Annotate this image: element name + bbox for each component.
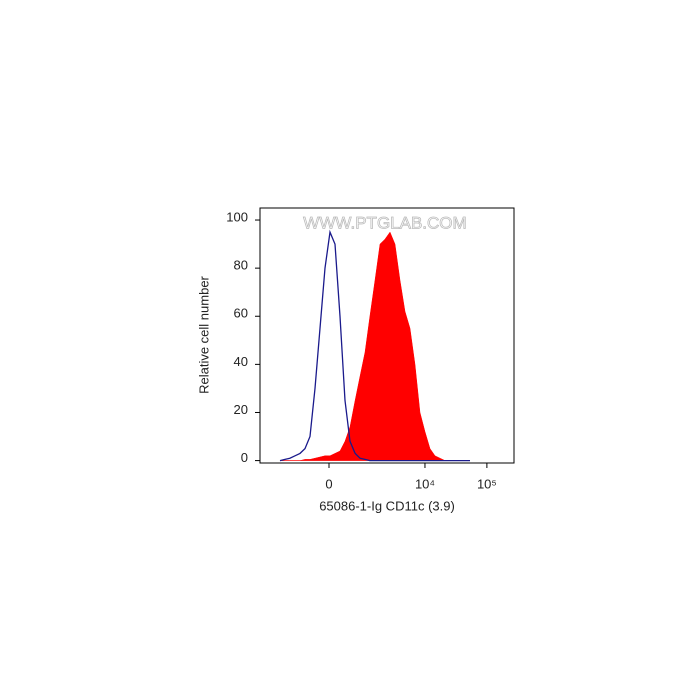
area bbox=[280, 231, 470, 461]
y-tick-label: 80 bbox=[234, 258, 248, 273]
line bbox=[279, 229, 470, 462]
x-tick-label: 10⁵ bbox=[477, 476, 497, 491]
x-axis-label: 65086-1-Ig CD11c (3.9) bbox=[319, 498, 455, 513]
y-tick-label: 20 bbox=[234, 402, 248, 417]
y-tick-label: 100 bbox=[226, 209, 248, 224]
y-axis-label: Relative cell number bbox=[196, 275, 211, 393]
x-tick-label: 0 bbox=[325, 476, 332, 491]
y-tick-label: 60 bbox=[234, 306, 248, 321]
y-tick-label: 40 bbox=[234, 354, 248, 369]
watermark: WWW.PTGLAB.COM bbox=[303, 213, 466, 232]
plot-frame bbox=[259, 207, 515, 464]
y-tick-label: 0 bbox=[241, 450, 248, 465]
x-tick-label: 10⁴ bbox=[415, 476, 435, 491]
